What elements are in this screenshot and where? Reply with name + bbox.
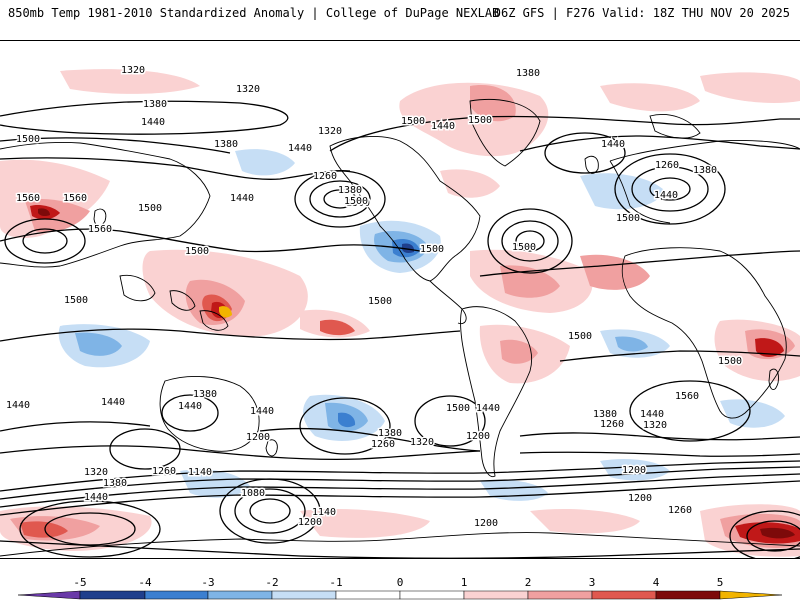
contour-label: 1440 (84, 492, 108, 503)
contour-label: 1500 (616, 213, 640, 224)
contour-label: 1440 (101, 397, 125, 408)
colorbar-tick-label: 0 (397, 576, 404, 589)
contour-label: 1440 (178, 401, 202, 412)
height-contours (0, 100, 800, 558)
contour-label: 1320 (84, 467, 108, 478)
model-run-info: 06Z GFS | F276 Valid: 18Z THU NOV 20 202… (493, 6, 790, 20)
contour-label: 1320 (236, 84, 260, 95)
colorbar-tick-label: -2 (265, 576, 278, 589)
contour-label: 1500 (346, 198, 370, 209)
contour-label: 1500 (420, 244, 444, 255)
contour-label: 1320 (121, 65, 145, 76)
contour-label: 1200 (466, 431, 490, 442)
anomaly-map: 1320 1320 1380 1440 1500 1380 1440 1320 … (0, 40, 800, 559)
contour-label: 1380 (516, 68, 540, 79)
contour-label: 1440 (250, 406, 274, 417)
colorbar-tick-label: -5 (73, 576, 86, 589)
contour-label: 1560 (63, 193, 87, 204)
contour-label: 1500 (368, 296, 392, 307)
colorbar-strip (17, 590, 783, 600)
contour-label: 1500 (512, 242, 536, 253)
contour-label: 1500 (446, 403, 470, 414)
colorbar: -5 -4 -3 -2 -1 0 1 2 3 4 5 (0, 560, 800, 600)
contour-label: 1440 (431, 121, 455, 132)
contour-label: 1440 (654, 190, 678, 201)
contour-label: 1380 (193, 389, 217, 400)
contour-labels: 1320 1320 1380 1440 1500 1380 1440 1320 … (4, 64, 743, 531)
contour-label: 1320 (643, 420, 667, 431)
contour-label: 1260 (371, 439, 395, 450)
contour-label: 1200 (622, 465, 646, 476)
contour-label: 1500 (401, 116, 425, 127)
contour-label: 1200 (474, 518, 498, 529)
contour-label: 1500 (568, 331, 592, 342)
contour-label: 1560 (16, 193, 40, 204)
contour-label: 1440 (6, 400, 30, 411)
contour-label: 1500 (718, 356, 742, 367)
contour-label: 1380 (214, 139, 238, 150)
contour-label: 1260 (313, 171, 337, 182)
contour-label: 1380 (338, 185, 362, 196)
contour-label: 1200 (628, 493, 652, 504)
contour-label: 1140 (188, 467, 212, 478)
colorbar-tick-label: -3 (201, 576, 214, 589)
colorbar-tick-label: 2 (525, 576, 532, 589)
colorbar-tick-label: 1 (461, 576, 468, 589)
map-canvas: 1320 1320 1380 1440 1500 1380 1440 1320 … (0, 64, 800, 558)
contour-label: 1440 (476, 403, 500, 414)
colorbar-tick-label: 3 (589, 576, 596, 589)
colorbar-svg: -5 -4 -3 -2 -1 0 1 2 3 4 5 (17, 576, 783, 600)
contour-label: 1440 (141, 117, 165, 128)
contour-label: 1440 (640, 409, 664, 420)
contour-label: 1140 (312, 507, 336, 518)
contour-label: 1380 (143, 99, 167, 110)
contour-label: 1200 (298, 517, 322, 528)
contour-label: 1260 (668, 505, 692, 516)
map-title: 850mb Temp 1981-2010 Standardized Anomal… (8, 6, 500, 20)
contour-label: 1380 (103, 478, 127, 489)
colorbar-tick-label: -1 (329, 576, 342, 589)
colorbar-tick-label: 5 (717, 576, 724, 589)
colorbar-tick-label: -4 (138, 576, 152, 589)
anomaly-shading (0, 69, 800, 557)
contour-label: 1440 (230, 193, 254, 204)
contour-label: 1500 (64, 295, 88, 306)
contour-label: 1200 (246, 432, 270, 443)
contour-label: 1320 (318, 126, 342, 137)
contour-label: 1440 (601, 139, 625, 150)
contour-label: 1380 (378, 428, 402, 439)
contour-label: 1500 (468, 115, 492, 126)
contour-label: 1260 (600, 419, 624, 430)
contour-label: 1560 (675, 391, 699, 402)
contour-label: 1440 (288, 143, 312, 154)
contour-label: 1080 (241, 488, 265, 499)
contour-label: 1380 (693, 165, 717, 176)
contour-label: 1500 (344, 196, 368, 207)
contour-label: 1320 (410, 437, 434, 448)
contour-label: 1380 (593, 409, 617, 420)
contour-label: 1500 (16, 134, 40, 145)
contour-label: 1260 (655, 160, 679, 171)
contour-label: 1560 (88, 224, 112, 235)
contour-label: 1260 (152, 466, 176, 477)
contour-label: 1500 (185, 246, 209, 257)
contour-label: 1500 (138, 203, 162, 214)
colorbar-tick-label: 4 (653, 576, 660, 589)
